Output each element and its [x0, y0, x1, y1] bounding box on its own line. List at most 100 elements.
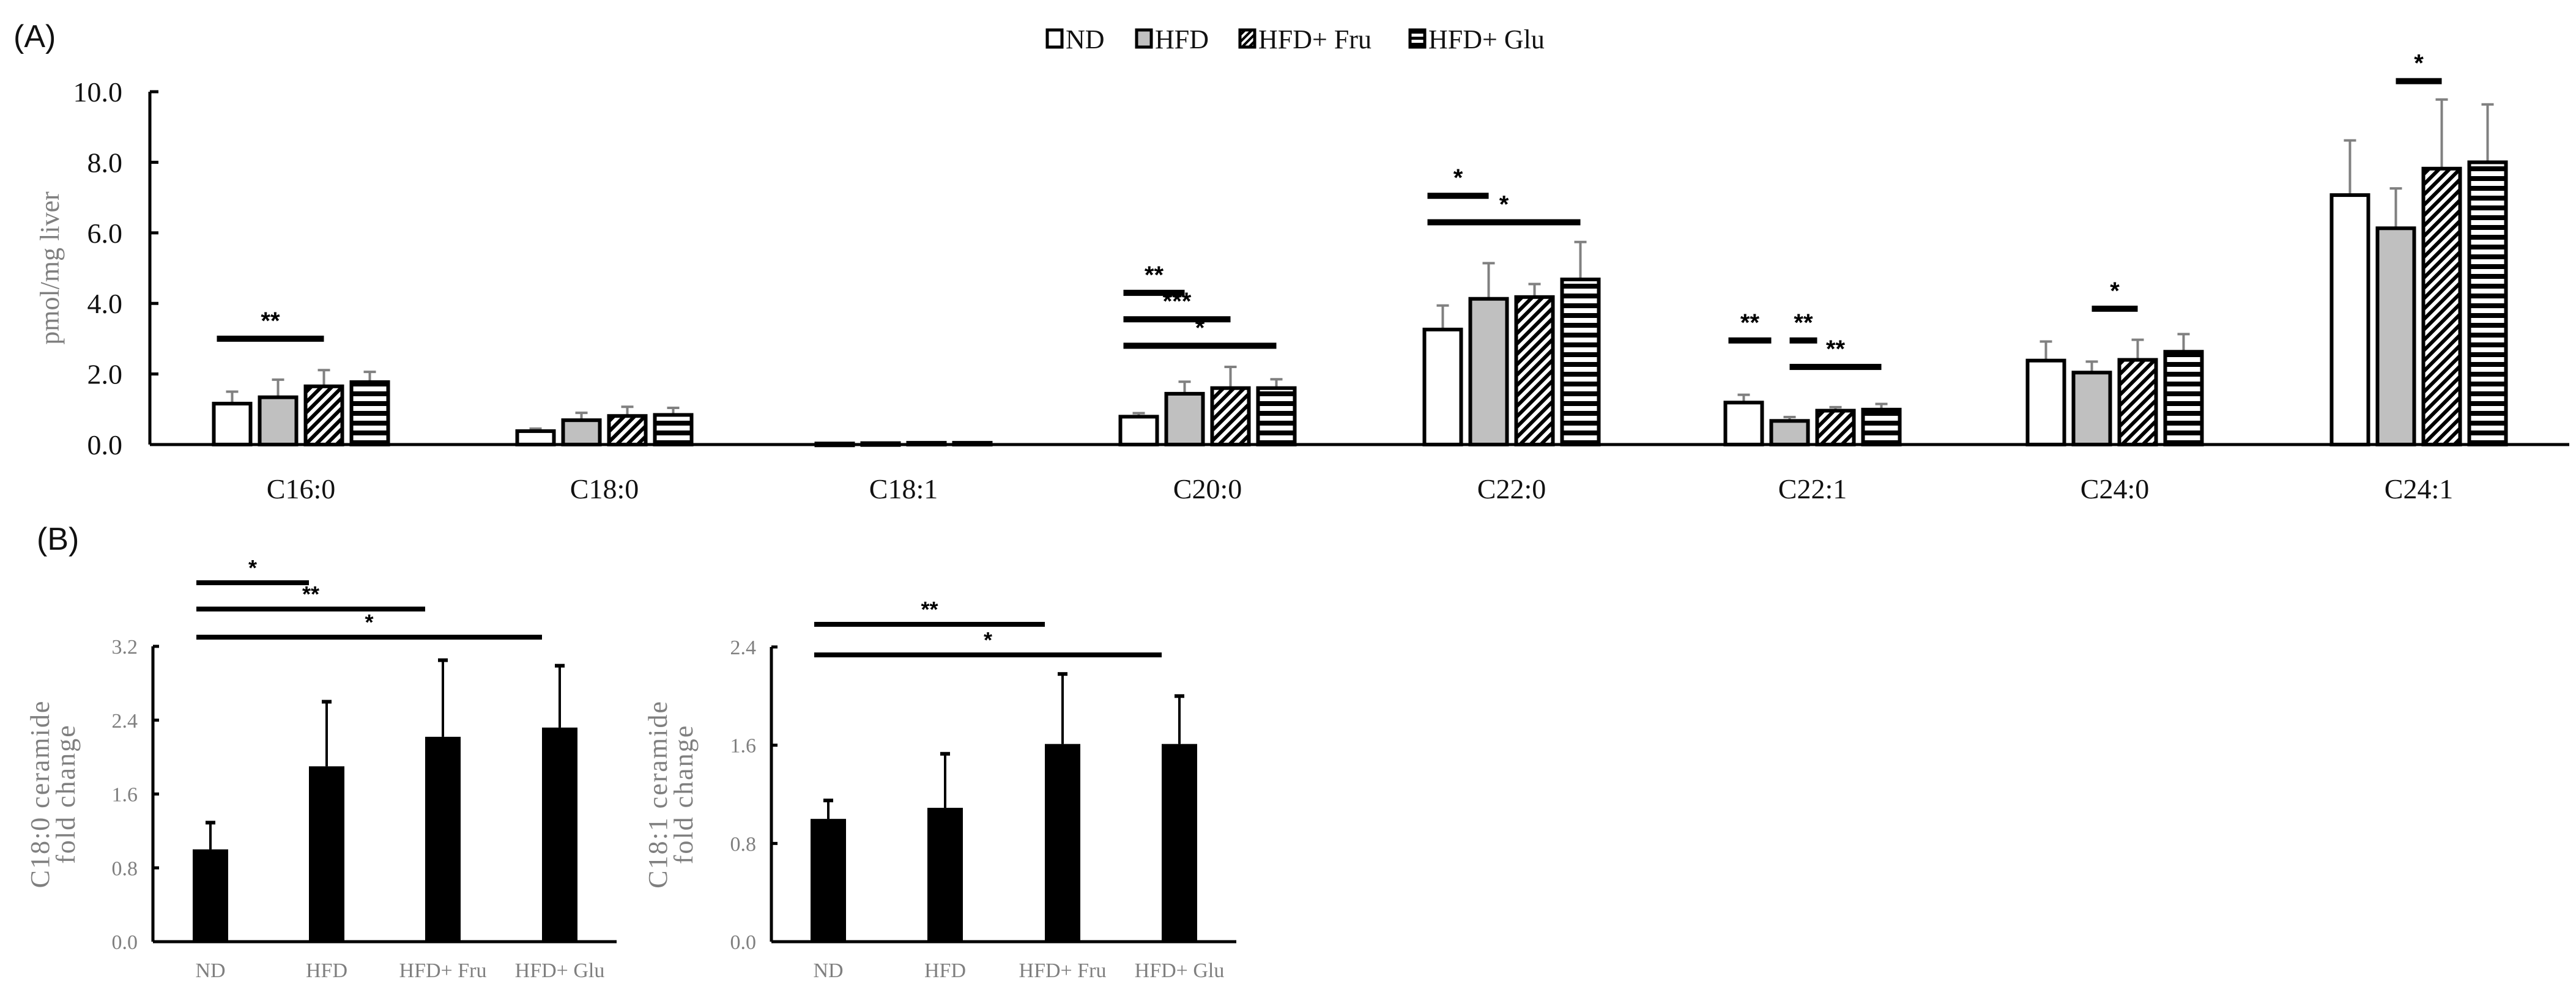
x-tick-label: HFD+ Fru [399, 959, 487, 982]
x-tick-label: HFD+ Glu [515, 959, 605, 982]
bar-C20-0-HFD [1164, 391, 1205, 446]
x-tick-label: ND [195, 959, 225, 982]
significance-label: * [2414, 50, 2424, 77]
y-tick-label: 0.0 [730, 931, 757, 954]
bar-ND [193, 849, 228, 942]
significance-bar [2092, 305, 2138, 312]
bar-C24-1-HFDFru [2421, 166, 2462, 446]
legend-label: HFD+ Fru [1258, 24, 1372, 54]
legend: ND HFD HFD+ Fru HFD+ Glu [1045, 24, 1545, 54]
y-axis-title-line2: fold change [669, 725, 699, 864]
bar-C16-0-HFDFru [303, 384, 344, 446]
y-axis-title: C18:1 ceramide [643, 700, 673, 888]
x-tick-label: HFD [924, 959, 966, 982]
significance-bar [196, 607, 425, 611]
significance-bar [1728, 337, 1772, 344]
y-tick-label: 1.6 [112, 784, 138, 807]
y-tick-label: 10.0 [73, 76, 123, 108]
bar-C22-1-HFDFru [1815, 408, 1856, 446]
significance-label: ** [302, 582, 319, 607]
bar-C16-0-ND [212, 402, 253, 446]
bar-C24-0-HFDFru [2117, 358, 2158, 447]
significance-bar [196, 635, 542, 640]
significance-bar [1123, 289, 1185, 296]
bar-HFD [309, 766, 344, 942]
bar-C18-0-ND [515, 429, 556, 446]
y-tick-label: 8.0 [87, 147, 123, 178]
x-tick-label: HFD+ Glu [1135, 959, 1225, 982]
significance-label: *** [1163, 288, 1192, 315]
y-tick-label: 1.6 [730, 735, 757, 758]
y-tick-label: 2.4 [112, 710, 138, 733]
bar-C20-0-ND [1118, 415, 1159, 446]
significance-label: * [984, 627, 992, 652]
legend-swatch-diagonal [1238, 28, 1256, 49]
legend-label: ND [1066, 24, 1105, 54]
x-tick-label: ND [813, 959, 843, 982]
significance-bar [1123, 342, 1277, 349]
bar-C18-1-ND [814, 441, 855, 448]
significance-bar [1123, 316, 1231, 323]
bar-C22-0-HFDGlu [1560, 277, 1601, 446]
bar-C24-1-HFD [2375, 226, 2416, 446]
legend-swatch-gray [1135, 28, 1153, 49]
significance-bar [217, 335, 324, 342]
x-tick-label: C24:0 [2080, 473, 2149, 504]
significance-label: ** [1826, 336, 1846, 363]
significance-label: ** [1740, 309, 1760, 336]
significance-bar [1789, 364, 1882, 371]
bar-C24-0-HFD [2071, 371, 2112, 446]
bar-HFD [927, 808, 963, 942]
y-tick-label: 0.8 [730, 833, 757, 855]
bar-HFDFru [1045, 744, 1080, 942]
x-tick-label: C22:1 [1778, 473, 1847, 504]
y-tick-label: 0.8 [112, 857, 138, 880]
significance-bar [1427, 219, 1581, 226]
significance-label: ** [921, 597, 938, 622]
legend-label: HFD [1155, 24, 1209, 54]
chart-panel-a: 0.0 2.0 4.0 6.0 8.0 10.0 pmol/mg liver C16:0 C18… [35, 50, 2569, 504]
significance-bar [2396, 78, 2442, 84]
bar-C18-1-HFDGlu [952, 441, 993, 447]
panel-a-label: (A) [13, 19, 56, 54]
bar-C18-1-HFD [860, 441, 901, 447]
bar-C16-0-HFD [258, 395, 299, 447]
y-tick-label: 0.0 [112, 931, 138, 954]
bar-C18-0-HFDGlu [653, 413, 694, 446]
x-tick-label: C22:0 [1477, 473, 1546, 504]
y-axis-title: pmol/mg liver [35, 191, 65, 345]
x-tick-label: C16:0 [267, 473, 335, 504]
x-tick-label: C24:1 [2385, 473, 2453, 504]
bar-C18-1-HFDFru [906, 441, 947, 447]
panel-b-label: (B) [37, 522, 80, 557]
significance-bar [196, 580, 309, 585]
significance-label: ** [1794, 309, 1813, 336]
significance-bar [814, 652, 1162, 657]
bar-C22-0-HFD [1468, 297, 1509, 446]
bar-C18-0-HFD [561, 418, 602, 447]
bar-C24-1-HFDGlu [2467, 160, 2508, 446]
significance-label: * [1195, 314, 1205, 341]
bar-C22-0-ND [1422, 327, 1463, 447]
y-tick-label: 2.0 [87, 359, 123, 390]
bar-C16-0-HFDGlu [349, 380, 390, 446]
bar-C22-1-HFDGlu [1861, 407, 1902, 447]
y-tick-label: 2.4 [730, 637, 757, 659]
bar-C24-0-ND [2025, 358, 2066, 447]
significance-label: * [248, 555, 257, 580]
y-axis-title-line2: fold change [51, 724, 81, 863]
legend-swatch-white [1045, 28, 1064, 49]
bar-C22-1-ND [1723, 401, 1764, 446]
significance-label: * [1453, 164, 1463, 191]
bar-C20-0-HFDFru [1210, 386, 1251, 446]
y-tick-label: 6.0 [87, 218, 123, 249]
bar-HFDGlu [1162, 744, 1197, 942]
y-tick-label: 0.0 [87, 429, 123, 460]
x-tick-label: C20:0 [1173, 473, 1242, 504]
significance-bar [814, 622, 1045, 627]
bar-C20-0-HFDGlu [1256, 386, 1297, 446]
significance-bar [1789, 337, 1817, 344]
bar-ND [811, 819, 846, 942]
